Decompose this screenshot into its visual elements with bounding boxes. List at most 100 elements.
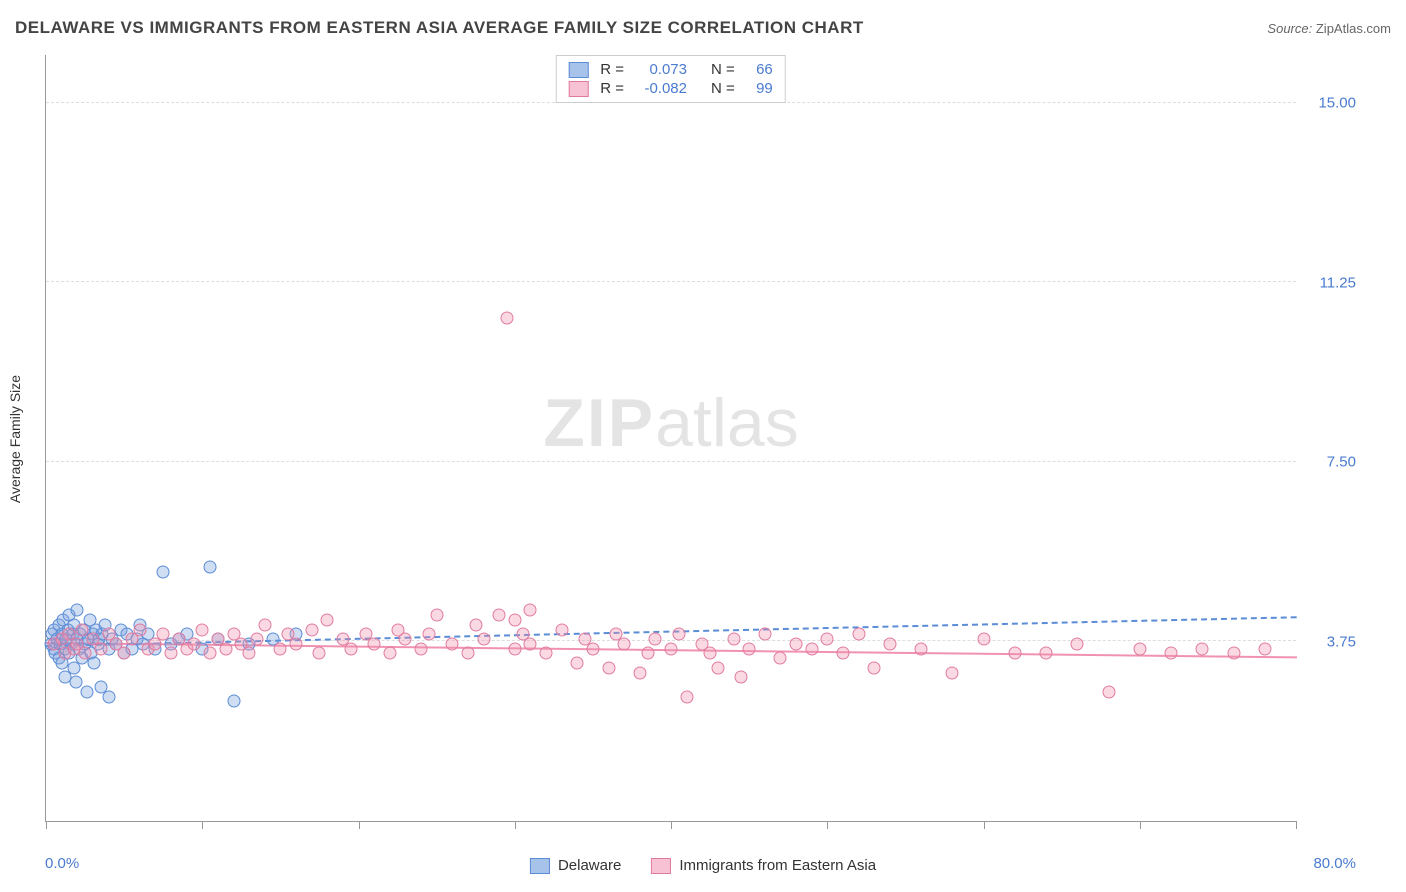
marker-immigrants: [868, 661, 881, 674]
marker-immigrants: [94, 642, 107, 655]
marker-immigrants: [1258, 642, 1271, 655]
marker-immigrants: [618, 637, 631, 650]
marker-immigrants: [258, 618, 271, 631]
marker-immigrants: [571, 657, 584, 670]
marker-immigrants: [446, 637, 459, 650]
marker-immigrants: [157, 628, 170, 641]
marker-immigrants: [602, 661, 615, 674]
marker-immigrants: [204, 647, 217, 660]
marker-immigrants: [946, 666, 959, 679]
marker-immigrants: [758, 628, 771, 641]
marker-immigrants: [711, 661, 724, 674]
marker-immigrants: [680, 690, 693, 703]
x-tick: [671, 821, 672, 829]
marker-immigrants: [430, 609, 443, 622]
stats-n-key: N =: [711, 61, 735, 78]
watermark-zip: ZIP: [543, 385, 655, 461]
correlation-stats-box: R = 0.073 N = 66R =-0.082N =99: [555, 55, 786, 103]
legend-item: Immigrants from Eastern Asia: [651, 857, 876, 874]
marker-immigrants: [735, 671, 748, 684]
marker-immigrants: [188, 637, 201, 650]
marker-immigrants: [852, 628, 865, 641]
marker-immigrants: [704, 647, 717, 660]
stats-swatch: [568, 81, 588, 97]
y-tick-label: 3.75: [1327, 634, 1356, 651]
marker-immigrants: [524, 604, 537, 617]
y-tick-label: 7.50: [1327, 454, 1356, 471]
marker-immigrants: [493, 609, 506, 622]
x-axis-max-label: 80.0%: [1313, 855, 1356, 872]
legend-swatch: [530, 858, 550, 874]
marker-immigrants: [665, 642, 678, 655]
marker-immigrants: [368, 637, 381, 650]
marker-immigrants: [524, 637, 537, 650]
marker-immigrants: [727, 633, 740, 646]
marker-immigrants: [305, 623, 318, 636]
marker-immigrants: [641, 647, 654, 660]
marker-immigrants: [1071, 637, 1084, 650]
marker-immigrants: [821, 633, 834, 646]
x-tick: [359, 821, 360, 829]
marker-delaware: [69, 676, 82, 689]
y-tick-label: 11.25: [1320, 274, 1356, 291]
marker-immigrants: [75, 623, 88, 636]
marker-delaware: [227, 695, 240, 708]
marker-immigrants: [672, 628, 685, 641]
marker-immigrants: [649, 633, 662, 646]
marker-immigrants: [461, 647, 474, 660]
watermark-atlas: atlas: [655, 385, 799, 461]
marker-immigrants: [469, 618, 482, 631]
marker-immigrants: [508, 642, 521, 655]
plot-container: Average Family Size ZIPatlas R =0.073N =…: [45, 55, 1296, 822]
source-label: Source:: [1267, 21, 1312, 36]
marker-immigrants: [243, 647, 256, 660]
marker-delaware: [204, 561, 217, 574]
marker-immigrants: [805, 642, 818, 655]
marker-immigrants: [743, 642, 756, 655]
marker-immigrants: [1227, 647, 1240, 660]
chart-title: DELAWARE VS IMMIGRANTS FROM EASTERN ASIA…: [15, 18, 864, 38]
stats-row: R = 0.073 N = 66: [568, 60, 773, 79]
marker-immigrants: [1196, 642, 1209, 655]
marker-immigrants: [1165, 647, 1178, 660]
marker-immigrants: [586, 642, 599, 655]
source-value: ZipAtlas.com: [1316, 21, 1391, 36]
marker-immigrants: [774, 652, 787, 665]
marker-immigrants: [633, 666, 646, 679]
marker-immigrants: [883, 637, 896, 650]
marker-delaware: [157, 566, 170, 579]
stats-r-value: 0.073: [632, 61, 687, 78]
marker-immigrants: [1040, 647, 1053, 660]
marker-delaware: [80, 685, 93, 698]
stats-row: R =-0.082N =99: [568, 79, 773, 98]
marker-immigrants: [118, 647, 131, 660]
marker-immigrants: [500, 312, 513, 325]
stats-r-key: R =: [600, 61, 624, 78]
marker-immigrants: [219, 642, 232, 655]
marker-delaware: [102, 690, 115, 703]
marker-immigrants: [790, 637, 803, 650]
plot-area: ZIPatlas: [45, 55, 1296, 822]
marker-immigrants: [915, 642, 928, 655]
x-tick: [202, 821, 203, 829]
stats-r-value: -0.082: [632, 80, 687, 97]
y-tick-label: 15.00: [1318, 94, 1356, 111]
y-axis-label: Average Family Size: [7, 374, 23, 502]
legend-label: Delaware: [558, 857, 621, 874]
legend-swatch: [651, 858, 671, 874]
x-tick: [515, 821, 516, 829]
legend-label: Immigrants from Eastern Asia: [679, 857, 876, 874]
watermark: ZIPatlas: [543, 384, 798, 462]
marker-immigrants: [196, 623, 209, 636]
x-tick: [46, 821, 47, 829]
marker-immigrants: [79, 647, 92, 660]
stats-n-value: 66: [743, 61, 773, 78]
marker-immigrants: [1102, 685, 1115, 698]
stats-swatch: [568, 62, 588, 78]
chart-legend: Delaware Immigrants from Eastern Asia: [530, 857, 876, 874]
marker-immigrants: [555, 623, 568, 636]
x-tick: [1140, 821, 1141, 829]
x-tick: [984, 821, 985, 829]
marker-immigrants: [290, 637, 303, 650]
marker-delaware: [71, 604, 84, 617]
